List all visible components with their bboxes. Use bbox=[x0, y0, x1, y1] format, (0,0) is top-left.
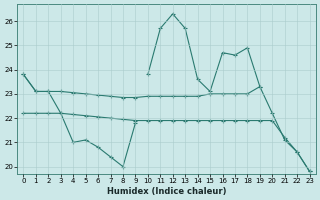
X-axis label: Humidex (Indice chaleur): Humidex (Indice chaleur) bbox=[107, 187, 226, 196]
